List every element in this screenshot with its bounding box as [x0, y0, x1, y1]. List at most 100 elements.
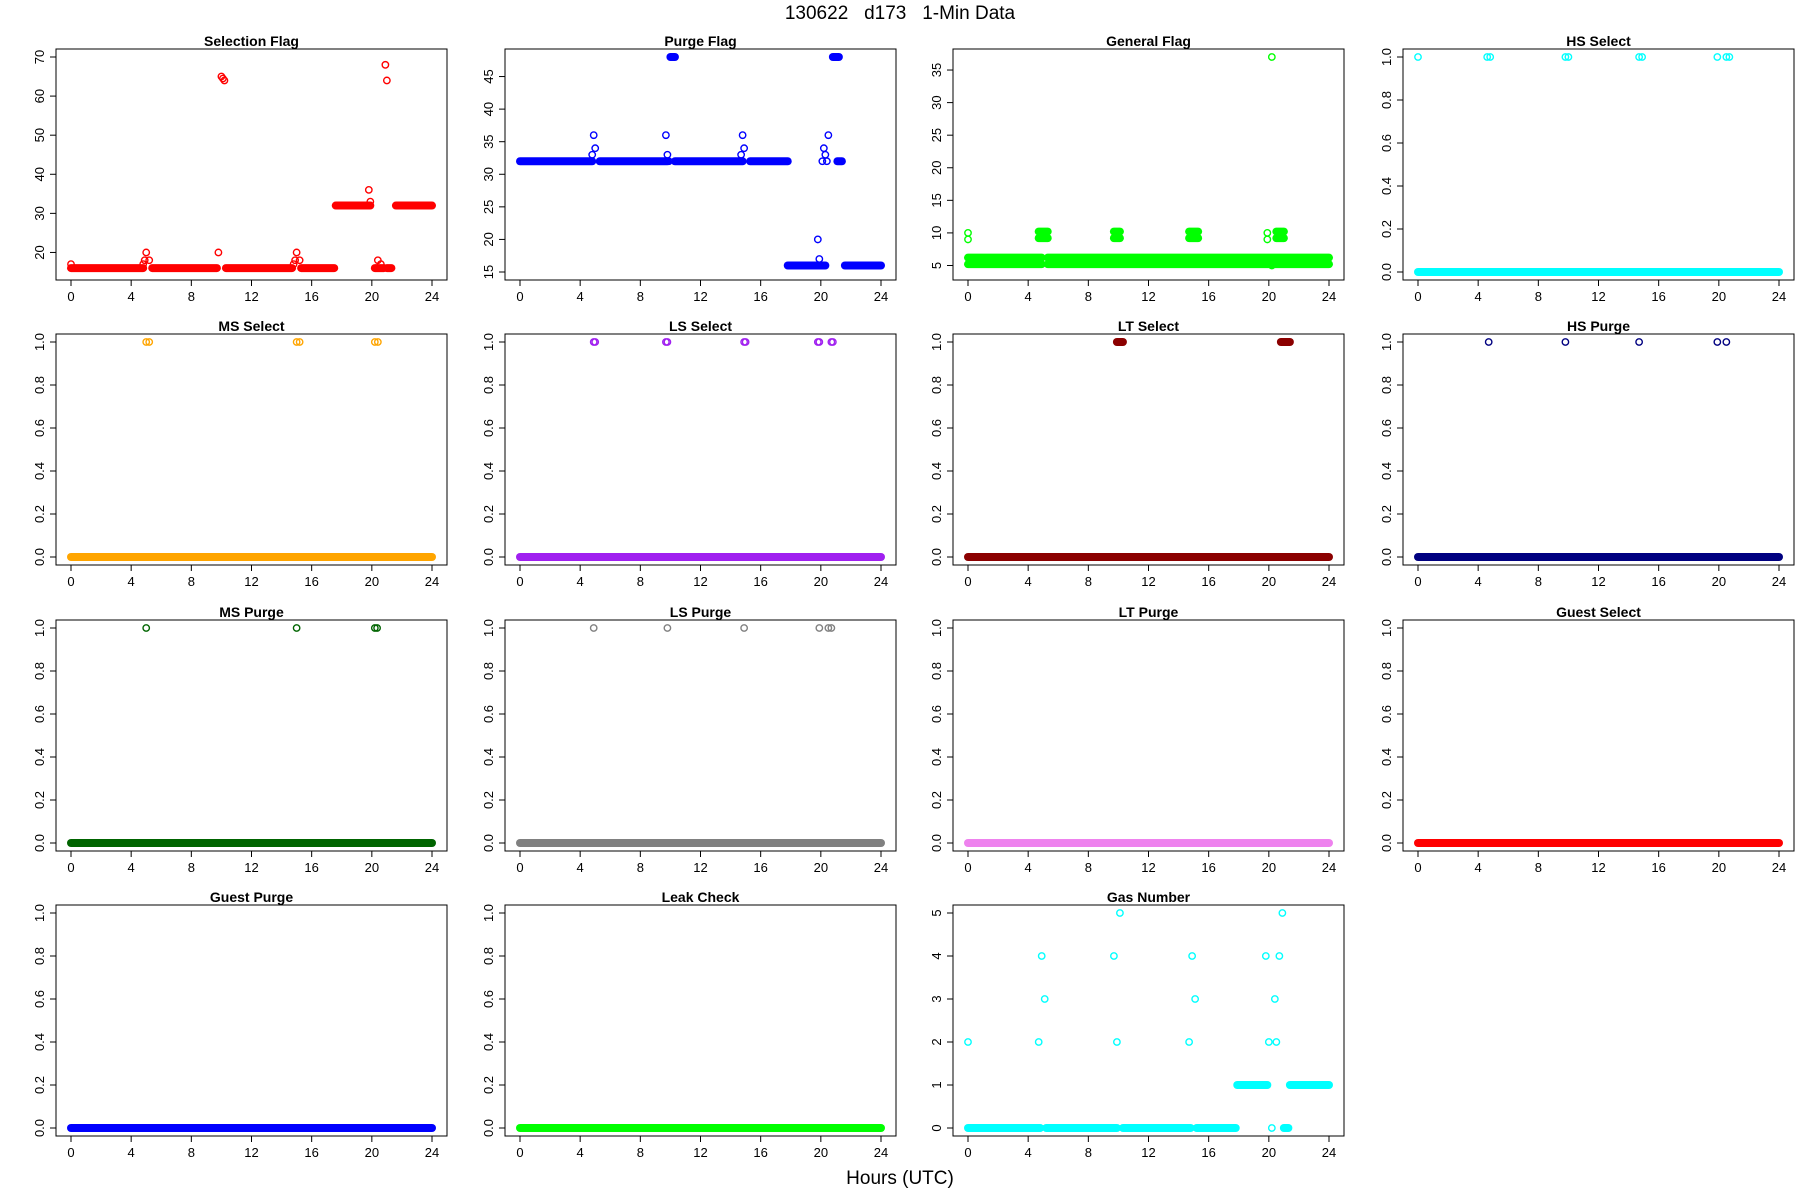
y-tick-label: 0.2 — [1379, 505, 1394, 523]
x-tick-label: 12 — [1141, 289, 1155, 304]
y-tick-label: 0.8 — [929, 376, 944, 394]
y-tick-label: 0.6 — [1379, 705, 1394, 723]
data-point — [1713, 53, 1722, 61]
data-point — [964, 229, 972, 237]
data-run — [833, 157, 846, 166]
y-tick-label: 0.6 — [481, 705, 496, 723]
page-title: 130622 d173 1-Min Data — [784, 3, 1016, 24]
panel-lt-select: LT Select 0 4 8 12 16 20 24 0.0 0.2 0.4 0.6 0.8 1.0 — [929, 318, 1345, 589]
x-tick-label: 12 — [1591, 574, 1605, 589]
x-tick-label: 12 — [1141, 574, 1155, 589]
x-tick-label: 0 — [516, 860, 523, 875]
y-tick-label: 15 — [481, 265, 496, 279]
panel-title: Gas Number — [1107, 889, 1191, 905]
plot-frame — [55, 904, 448, 1137]
y-tick-label: 0.4 — [1379, 177, 1394, 195]
data-point — [1725, 53, 1734, 61]
data-point — [1267, 261, 1276, 270]
panel-general-flag: General Flag 0 4 8 12 16 20 24 5 10 15 20 25 30 35 — [929, 33, 1345, 304]
data-run — [840, 261, 885, 270]
y-tick-label: 0.0 — [929, 548, 944, 566]
x-tick-label: 16 — [1201, 860, 1215, 875]
y-tick-label: 30 — [929, 95, 944, 109]
data-run — [828, 53, 843, 61]
y-tick-label: 0.0 — [1379, 263, 1394, 281]
x-tick-label: 24 — [874, 1145, 888, 1160]
data-point — [663, 624, 672, 632]
panel-title: MS Select — [218, 318, 284, 334]
x-tick-label: 4 — [1475, 860, 1482, 875]
y-tick-label: 0.0 — [481, 834, 496, 852]
data-point — [372, 264, 381, 272]
plot-frame — [952, 48, 1345, 281]
y-tick-label: 10 — [929, 226, 944, 240]
x-tick-label: 16 — [1651, 574, 1665, 589]
data-run — [1414, 553, 1783, 561]
x-tick-label: 20 — [814, 574, 828, 589]
data-run — [67, 1124, 436, 1132]
panel-leak-check: Leak Check 0 4 8 12 16 20 24 0.0 0.2 0.4 0.6 0.8 1.0 — [481, 889, 897, 1160]
data-point — [740, 624, 749, 632]
y-tick-label: 2 — [929, 1038, 944, 1045]
y-tick-label: 25 — [929, 128, 944, 142]
data-point — [1722, 338, 1731, 346]
panel-purge-flag: Purge Flag 0 4 8 12 16 20 24 15 20 25 30 35 40 45 — [481, 33, 897, 304]
panel-title: HS Select — [1566, 33, 1631, 49]
x-tick-label: 4 — [577, 574, 584, 589]
data-run — [595, 157, 672, 166]
data-point — [737, 150, 746, 159]
x-tick-label: 20 — [365, 860, 379, 875]
x-tick-label: 12 — [693, 574, 707, 589]
data-point — [824, 624, 833, 632]
data-point — [822, 157, 831, 166]
y-tick-label: 0.4 — [481, 1033, 496, 1051]
y-tick-label: 0 — [929, 1124, 944, 1131]
data-point — [1188, 952, 1197, 960]
y-tick-label: 0.8 — [1379, 662, 1394, 680]
data-point — [1484, 338, 1493, 346]
data-run — [516, 1124, 885, 1132]
x-tick-label: 4 — [1475, 574, 1482, 589]
data-point — [1263, 235, 1272, 244]
x-tick-label: 4 — [577, 289, 584, 304]
plot-frame — [1402, 48, 1795, 281]
data-point — [1110, 952, 1118, 960]
data-point — [589, 624, 598, 632]
x-tick-label: 0 — [964, 574, 971, 589]
data-point — [1264, 1038, 1273, 1046]
panel-ls-purge: LS Purge 0 4 8 12 16 20 24 0.0 0.2 0.4 0.6 0.8 1.0 — [481, 604, 897, 875]
y-tick-label: 0.6 — [929, 419, 944, 437]
data-point — [964, 235, 972, 244]
x-tick-label: 16 — [304, 289, 318, 304]
data-point — [1275, 952, 1284, 960]
data-run — [964, 1124, 1045, 1132]
y-tick-label: 0.0 — [929, 834, 944, 852]
y-tick-label: 1.0 — [1379, 619, 1394, 637]
data-cluster — [1276, 338, 1294, 346]
panel-title: LS Select — [669, 318, 732, 334]
panel-ms-select: MS Select 0 4 8 12 16 20 24 0.0 0.2 0.4 0.6 0.8 1.0 — [32, 318, 448, 589]
panel-title: Guest Select — [1556, 604, 1641, 620]
panel-guest-purge: Guest Purge 0 4 8 12 16 20 24 0.0 0.2 0.4 0.6 0.8 1.0 — [32, 889, 448, 1160]
y-tick-label: 1.0 — [929, 333, 944, 351]
x-tick-label: 20 — [814, 289, 828, 304]
x-tick-label: 8 — [188, 1145, 195, 1160]
x-tick-label: 4 — [128, 289, 135, 304]
panel-lt-purge: LT Purge 0 4 8 12 16 20 24 0.0 0.2 0.4 0.6 0.8 1.0 — [929, 604, 1345, 875]
data-cluster — [1272, 234, 1288, 243]
y-tick-label: 0.4 — [1379, 748, 1394, 766]
data-point — [289, 260, 298, 269]
x-tick-label: 24 — [1322, 289, 1336, 304]
plot-frame — [504, 904, 897, 1137]
y-tick-label: 35 — [929, 63, 944, 77]
x-tick-label: 12 — [1591, 860, 1605, 875]
data-run — [964, 553, 1333, 561]
data-point — [1635, 53, 1644, 61]
y-tick-label: 0.4 — [32, 462, 47, 480]
y-tick-label: 0.4 — [929, 462, 944, 480]
panel-guest-select: Guest Select 0 4 8 12 16 20 24 0.0 0.2 0.4 0.6 0.8 1.… — [1379, 604, 1795, 875]
y-tick-label: 1.0 — [32, 904, 47, 922]
panel-title: Leak Check — [662, 889, 740, 905]
y-tick-label: 70 — [32, 50, 47, 64]
data-run — [1043, 253, 1333, 262]
